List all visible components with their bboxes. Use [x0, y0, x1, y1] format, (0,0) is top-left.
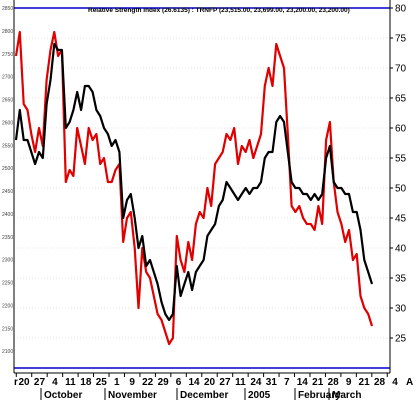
x-day-label: 4: [52, 377, 58, 388]
left-axis-tick-label: 2700: [2, 75, 13, 81]
left-axis-tick-label: 2100: [2, 349, 13, 355]
x-day-label: 14: [297, 377, 309, 388]
y-tick-label: 60: [395, 124, 407, 135]
x-day-label: 4: [392, 377, 398, 388]
x-day-label: 24: [250, 377, 262, 388]
left-axis-ticks: 2850 2800 2750 2700 2650 2600 2550 2500 2450 2400…: [2, 6, 13, 355]
left-axis-tick-label: 2750: [2, 52, 13, 58]
left-axis-tick-label: 2350: [2, 235, 13, 241]
x-month-label: 2005: [248, 390, 271, 400]
x-day-label: 31: [266, 377, 278, 388]
chart-title: Relative Strength Index (26.6135) : TRNF…: [88, 7, 350, 14]
x-day-label: 28: [374, 377, 386, 388]
series-line: [14, 42, 374, 322]
left-axis-tick-label: 2850: [2, 6, 13, 12]
x-month-label: October: [44, 390, 82, 400]
left-axis-tick-label: 2800: [2, 29, 13, 35]
y-tick-label: 70: [395, 64, 407, 75]
left-axis-tick-label: 2500: [2, 166, 13, 172]
left-axis-tick-label: 2450: [2, 189, 13, 195]
y-tick-label: 25: [395, 334, 407, 345]
x-day-label: 27: [34, 377, 46, 388]
x-month-label: November: [108, 390, 157, 400]
x-day-label: 7: [284, 377, 290, 388]
left-axis-tick-label: 2550: [2, 143, 13, 149]
left-axis-tick-label: 2200: [2, 303, 13, 309]
y-axis-ticks: 25 30 35 40 45 50 55 60 65 70 75 80: [390, 4, 407, 345]
y-tick-label: 35: [395, 274, 407, 285]
x-day-label: 18: [80, 377, 92, 388]
x-day-label: 27: [219, 377, 231, 388]
plot-background: [14, 0, 390, 373]
y-tick-label: 55: [395, 154, 407, 165]
left-axis-tick-label: 2400: [2, 212, 13, 218]
reference-lines: [14, 7, 390, 369]
x-day-label: 6: [176, 377, 182, 388]
series-lines: [14, 30, 374, 346]
x-day-label: 22: [142, 377, 154, 388]
x-month-label: February: [298, 390, 341, 400]
x-day-label: 20: [204, 377, 216, 388]
x-day-label: 11: [235, 377, 246, 388]
left-axis-tick-label: 2300: [2, 258, 13, 264]
x-day-label: 21: [312, 377, 324, 388]
x-month-label: December: [180, 390, 228, 400]
x-day-label: A: [406, 377, 413, 388]
y-tick-label: 80: [395, 4, 407, 15]
y-tick-label: 65: [395, 94, 407, 105]
left-axis-tick-label: 2600: [2, 120, 13, 126]
x-day-label: r: [14, 377, 18, 388]
x-day-label: 25: [96, 377, 108, 388]
x-day-label: 29: [158, 377, 170, 388]
y-tick-label: 45: [395, 214, 407, 225]
x-day-label: 9: [129, 377, 135, 388]
y-tick-label: 40: [395, 244, 407, 255]
series-line: [14, 30, 374, 346]
left-axis-tick-label: 2150: [2, 326, 13, 332]
x-day-label: 28: [328, 377, 340, 388]
y-tick-label: 30: [395, 304, 407, 315]
x-day-label: 21: [359, 377, 371, 388]
x-day-label: 14: [188, 377, 200, 388]
y-tick-label: 50: [395, 184, 407, 195]
x-day-label: 9: [346, 377, 352, 388]
left-axis-tick-label: 2650: [2, 98, 13, 104]
x-day-label: 11: [65, 377, 76, 388]
x-day-label: 1: [114, 377, 120, 388]
left-axis-tick-label: 2250: [2, 281, 13, 287]
y-tick-label: 75: [395, 34, 407, 45]
x-day-label: 20: [18, 377, 30, 388]
x-month-label: March: [332, 390, 361, 400]
x-axis-labels: 20 27 4 11 18 25 1 9 22 29 6 14 20 27 11 24 31 7 14 21 28 9 21…: [14, 373, 413, 400]
